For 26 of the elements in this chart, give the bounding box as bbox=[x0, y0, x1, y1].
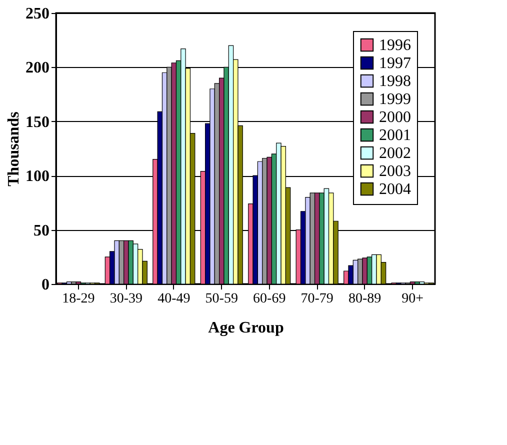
legend-label: 1997 bbox=[379, 55, 411, 72]
legend-label: 2002 bbox=[379, 145, 411, 162]
y-tick-label: 200 bbox=[26, 60, 50, 77]
legend-label: 1998 bbox=[379, 73, 411, 90]
legend-label: 1996 bbox=[379, 37, 411, 54]
x-tick-label: 18-29 bbox=[62, 292, 95, 306]
y-tick-label: 100 bbox=[26, 168, 50, 186]
x-tick-label: 60-69 bbox=[253, 292, 286, 306]
x-tick-label: 30-39 bbox=[110, 292, 143, 306]
x-tick-label: 70-79 bbox=[300, 292, 334, 306]
y-tick-label: 0 bbox=[42, 276, 50, 294]
x-axis-title: Age Group bbox=[208, 320, 284, 336]
y-tick-label: 50 bbox=[34, 222, 50, 240]
legend-label: 2000 bbox=[379, 109, 411, 126]
x-tick-label: 40-49 bbox=[158, 292, 190, 306]
y-tick-label: 150 bbox=[26, 114, 50, 131]
x-tick-label: 80-89 bbox=[348, 292, 382, 306]
x-tick-label: 90+ bbox=[402, 292, 424, 306]
legend-label: 2003 bbox=[379, 163, 411, 180]
y-axis-title: Thousands bbox=[6, 112, 22, 186]
legend-label: 1999 bbox=[379, 91, 411, 108]
bar bbox=[66, 282, 72, 284]
legend-label: 2004 bbox=[379, 181, 411, 198]
y-tick-label: 250 bbox=[26, 6, 50, 22]
x-tick-label: 50-59 bbox=[205, 292, 238, 306]
legend-label: 2001 bbox=[379, 127, 411, 144]
